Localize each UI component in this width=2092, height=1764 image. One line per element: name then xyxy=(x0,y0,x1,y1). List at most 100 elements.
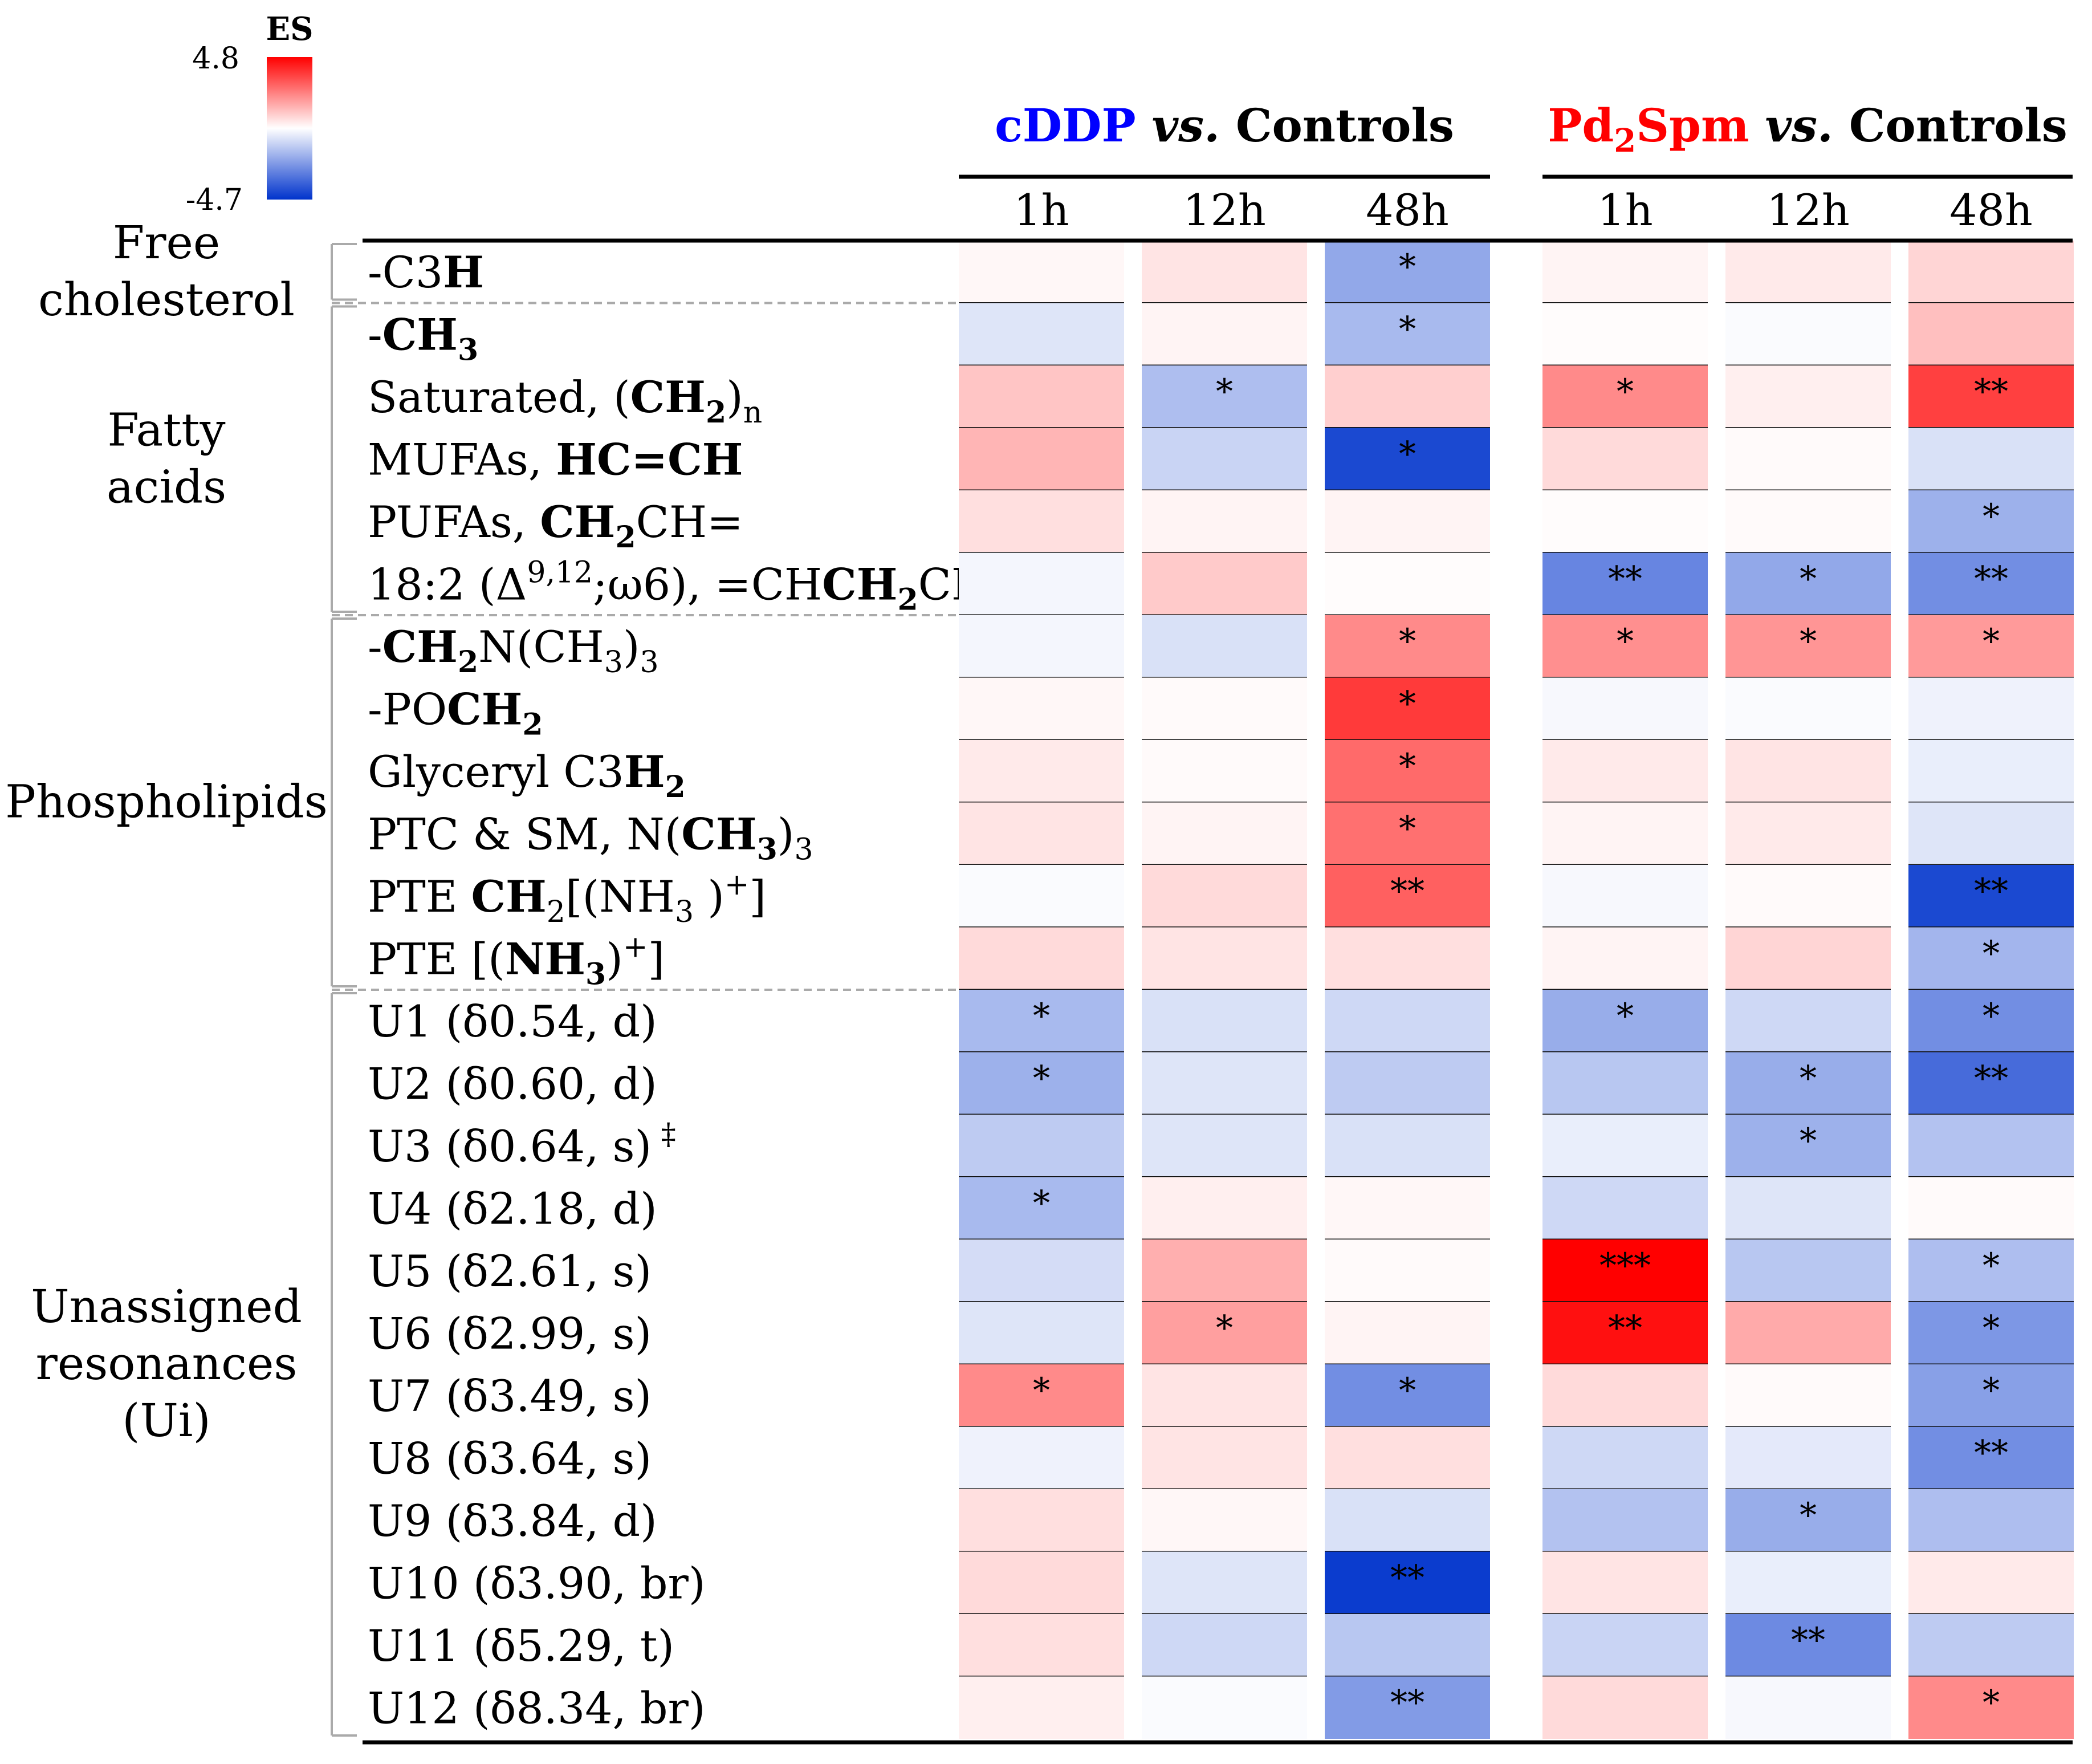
row-label: -CH3 xyxy=(368,310,478,368)
heatmap-cell xyxy=(1725,990,1891,1052)
heatmap-cell xyxy=(1325,1489,1490,1552)
heatmap-cell xyxy=(1725,241,1891,303)
heatmap-cell xyxy=(1908,802,2074,865)
svg-text:Pd2Spm vs. Contr: Pd2Spm vs. Controls xyxy=(1548,99,2067,160)
category-brackets xyxy=(331,243,959,1737)
significance-star: * xyxy=(1399,809,1416,849)
category-label: acids xyxy=(107,460,226,513)
heatmap-cell xyxy=(1142,365,1307,428)
heatmap-cell xyxy=(1542,1177,1708,1239)
heatmap-cell xyxy=(1908,490,2074,553)
group-header-cddp: cDDP vs. Controls xyxy=(959,99,1490,179)
column-labels: 1h 12h 48h 1h 12h 48h xyxy=(1014,185,2032,235)
heatmap-cell xyxy=(1725,802,1891,865)
significance-star: * xyxy=(1617,621,1634,661)
heatmap-cell xyxy=(1542,1426,1708,1489)
heatmap-cell xyxy=(1142,990,1307,1052)
heatmap-cell xyxy=(1542,490,1708,553)
significance-star: * xyxy=(1983,1371,2000,1411)
heatmap-cell xyxy=(1908,552,2074,615)
heatmap-cell xyxy=(1542,1302,1708,1364)
heatmap-cell xyxy=(1908,1115,2074,1177)
significance-star: ** xyxy=(1974,871,2008,911)
heatmap-cell xyxy=(1325,1302,1490,1364)
group-header-pd2spm: Pd2Spm vs. Controls xyxy=(1542,99,2073,179)
row-label: 18:2 (Δ9,12;ω6), =CHCH2CH= xyxy=(368,556,1025,617)
heatmap-cell xyxy=(959,428,1124,490)
heatmap-cell xyxy=(1725,552,1891,615)
row-label: U7 (δ3.49, s) xyxy=(368,1371,652,1421)
significance-star: * xyxy=(1800,1495,1817,1535)
heatmap-cell xyxy=(1542,552,1708,615)
heatmap-cell xyxy=(1542,927,1708,990)
significance-star: * xyxy=(1800,1059,1817,1099)
heatmap-cell xyxy=(1325,552,1490,615)
row-label: U8 (δ3.64, s) xyxy=(368,1433,652,1484)
heatmap-cells xyxy=(959,241,2074,1739)
significance-star: ** xyxy=(1608,1308,1642,1348)
heatmap-cell xyxy=(1325,241,1490,303)
heatmap-cell xyxy=(1908,1177,2074,1239)
heatmap-cell xyxy=(1542,365,1708,428)
heatmap-cell xyxy=(1725,927,1891,990)
heatmap-cell xyxy=(959,490,1124,553)
heatmap-cell xyxy=(959,1676,1124,1739)
heatmap-cell xyxy=(1142,865,1307,928)
heatmap-cell xyxy=(1142,241,1307,303)
row-label: PTE CH2[(NH3 )+] xyxy=(368,868,766,929)
category-label: Unassigned xyxy=(31,1280,302,1333)
heatmap-cell xyxy=(1142,802,1307,865)
category-label: Phospholipids xyxy=(5,775,328,828)
significance-star: * xyxy=(1216,372,1233,412)
significance-star: * xyxy=(1983,621,2000,661)
heatmap-cell xyxy=(1908,865,2074,928)
heatmap-cell xyxy=(1142,552,1307,615)
row-label: MUFAs, HC=CH xyxy=(368,434,743,485)
heatmap-cell xyxy=(1542,740,1708,803)
heatmap-cell xyxy=(1325,615,1490,678)
heatmap-cell xyxy=(1725,1052,1891,1115)
significance-star: * xyxy=(1033,996,1050,1036)
heatmap-cell xyxy=(1142,1614,1307,1677)
significance-star: * xyxy=(1399,621,1416,661)
heatmap-cell xyxy=(959,1551,1124,1614)
heatmap-cell xyxy=(1142,740,1307,803)
row-label: -POCH2 xyxy=(368,684,543,742)
heatmap-cell xyxy=(1908,1052,2074,1115)
heatmap-cell xyxy=(959,740,1124,803)
heatmap-cell xyxy=(1908,303,2074,365)
heatmap-cell xyxy=(959,615,1124,678)
significance-star: * xyxy=(1399,746,1416,786)
heatmap-cell xyxy=(959,1239,1124,1302)
row-label: Saturated, (CH2)n xyxy=(368,372,762,430)
heatmap-cell xyxy=(1542,1239,1708,1302)
heatmap-cell xyxy=(1142,428,1307,490)
row-label: U6 (δ2.99, s) xyxy=(368,1308,652,1359)
heatmap-cell xyxy=(1542,865,1708,928)
group-sep-pd2spm: vs. xyxy=(1765,99,1833,152)
heatmap-cell xyxy=(1142,1364,1307,1427)
heatmap-cell xyxy=(959,552,1124,615)
row-label: PUFAs, CH2CH= xyxy=(368,497,743,555)
heatmap-cell xyxy=(1725,1302,1891,1364)
heatmap-cell xyxy=(1725,1551,1891,1614)
heatmap-cell xyxy=(959,303,1124,365)
significance-star: *** xyxy=(1599,1246,1651,1286)
heatmap-cell xyxy=(1725,365,1891,428)
heatmap-cell xyxy=(1908,1676,2074,1739)
heatmap-cell xyxy=(1542,1052,1708,1115)
significance-star: * xyxy=(1033,1184,1050,1224)
heatmap-cell xyxy=(1908,990,2074,1052)
category-label: Fatty xyxy=(107,403,225,456)
category-label: cholesterol xyxy=(38,273,295,326)
significance-star: * xyxy=(1033,1371,1050,1411)
group-drug-pd2spm: Pd xyxy=(1548,99,1614,152)
heatmap-cell xyxy=(1725,1426,1891,1489)
significance-star: ** xyxy=(1974,1433,2008,1473)
heatmap-cell xyxy=(1908,365,2074,428)
significance-star: * xyxy=(1983,1683,2000,1723)
heatmap-cell xyxy=(959,1614,1124,1677)
